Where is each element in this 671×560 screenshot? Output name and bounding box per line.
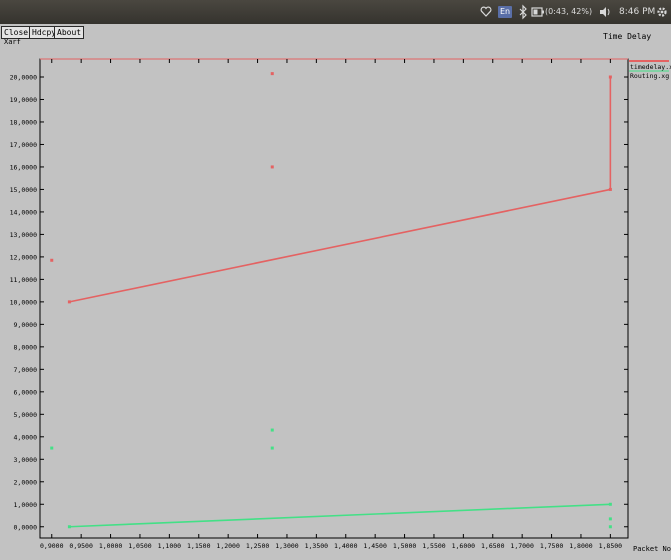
x-tick-label: 1,0500 <box>128 542 152 550</box>
y-axis-label: Xarf <box>4 38 21 46</box>
x-tick-label: 1,3000 <box>275 542 299 550</box>
series-point-0 <box>608 187 612 191</box>
gear-icon[interactable] <box>656 0 668 24</box>
y-tick-label: 13,0000 <box>10 231 37 239</box>
xgraph-window: Close Hdcpy About Xarf Time Delay 0,0000… <box>0 24 671 560</box>
y-tick-label: 3,0000 <box>14 456 38 464</box>
x-tick-label: 1,6500 <box>481 542 505 550</box>
x-tick-label: 1,8000 <box>569 542 593 550</box>
y-tick-label: 0,0000 <box>14 523 38 531</box>
about-button[interactable]: About <box>54 26 85 39</box>
system-top-bar: En (0:43, 42%) 8:46 PM <box>0 0 671 24</box>
y-tick-label: 1,0000 <box>14 501 38 509</box>
x-tick-label: 1,8500 <box>599 542 623 550</box>
plot-frame <box>39 58 629 539</box>
y-tick-label: 2,0000 <box>14 478 38 486</box>
series-point-1 <box>270 446 274 450</box>
y-tick-label: 15,0000 <box>10 186 37 194</box>
y-tick-label: 8,0000 <box>14 343 38 351</box>
legend-label: timedelay.xg <box>630 63 671 71</box>
x-tick-label: 1,0000 <box>99 542 123 550</box>
chart-canvas: 0,0000 1,0000 2,0000 3,0000 4,0000 5,0000 6,00… <box>10 58 671 553</box>
y-tick-label: 5,0000 <box>14 411 38 419</box>
x-tick-label: 0,9000 <box>40 542 64 550</box>
series-point-1 <box>608 525 612 529</box>
x-tick-label: 1,6000 <box>452 542 476 550</box>
series-point-1 <box>608 502 612 506</box>
x-tick-label: 1,3500 <box>305 542 329 550</box>
series-point-1 <box>50 446 54 450</box>
battery-status: (0:43, 42%) <box>545 7 593 16</box>
series-point-0 <box>67 300 71 304</box>
x-tick-label: 1,4000 <box>334 542 358 550</box>
series-point-1 <box>270 428 274 432</box>
y-tick-label: 6,0000 <box>14 388 38 396</box>
series-point-1 <box>608 517 612 521</box>
clock[interactable]: 8:46 PM <box>619 7 656 17</box>
x-tick-label: 1,5500 <box>422 542 446 550</box>
battery-icon[interactable] <box>531 0 545 24</box>
x-tick-label: 1,4500 <box>363 542 387 550</box>
series-line-1 <box>69 503 611 528</box>
x-tick-label: 1,5000 <box>393 542 417 550</box>
y-tick-label: 16,0000 <box>10 163 37 171</box>
y-tick-label: 19,0000 <box>10 96 37 104</box>
y-tick-label: 17,0000 <box>10 141 37 149</box>
speaker-icon[interactable] <box>599 0 611 24</box>
y-tick-label: 12,0000 <box>10 253 37 261</box>
series-line-0 <box>69 188 611 303</box>
y-tick-label: 20,0000 <box>10 73 37 81</box>
series-point-0 <box>270 165 274 169</box>
keyboard-layout-indicator[interactable]: En <box>498 6 513 18</box>
y-tick-label: 14,0000 <box>10 208 37 216</box>
heart-icon[interactable] <box>480 0 492 24</box>
y-tick-label: 4,0000 <box>14 433 38 441</box>
y-tick-label: 9,0000 <box>14 321 38 329</box>
series-point-1 <box>67 525 71 529</box>
x-tick-label: 1,1000 <box>158 542 182 550</box>
chart-title: Time Delay <box>603 32 652 41</box>
y-tick-label: 7,0000 <box>14 366 38 374</box>
legend-label: Routing.xg <box>630 72 669 80</box>
series-point-0 <box>270 72 274 76</box>
series-point-0 <box>50 258 54 262</box>
x-tick-label: 1,2500 <box>246 542 270 550</box>
y-tick-label: 10,0000 <box>10 298 37 306</box>
y-tick-label: 18,0000 <box>10 118 37 126</box>
series-point-0 <box>608 75 612 79</box>
x-axis-label: Packet No <box>633 545 671 553</box>
x-tick-label: 1,7000 <box>510 542 534 550</box>
x-tick-label: 1,2000 <box>216 542 240 550</box>
y-tick-label: 11,0000 <box>10 276 37 284</box>
bluetooth-icon[interactable] <box>518 0 528 24</box>
x-tick-label: 1,7500 <box>540 542 564 550</box>
x-tick-label: 0,9500 <box>69 542 93 550</box>
x-tick-label: 1,1500 <box>187 542 211 550</box>
